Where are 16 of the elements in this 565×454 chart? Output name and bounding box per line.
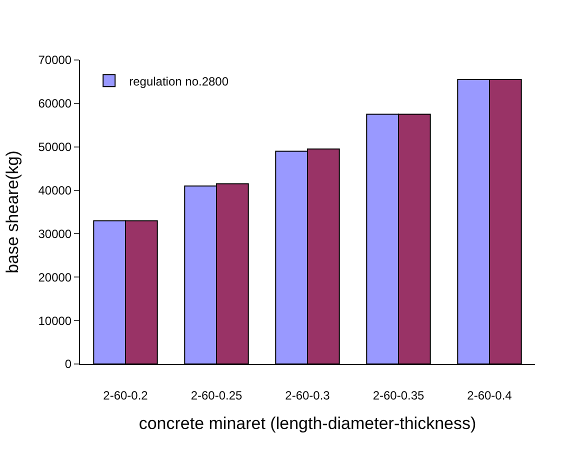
y-tick-label: 10000 — [38, 314, 72, 328]
x-axis-title: concrete minaret (length-diameter-thickness) — [138, 414, 476, 433]
y-tick-label: 60000 — [38, 96, 72, 111]
y-tick-label: 40000 — [38, 183, 72, 198]
y-tick-label: 30000 — [38, 226, 72, 241]
y-tick-label: 50000 — [38, 140, 72, 154]
y-tick-label: 20000 — [38, 270, 72, 284]
y-axis-title: base sheare(kg) — [2, 150, 22, 274]
x-tick-label: 2-60-0.3 — [285, 388, 330, 402]
x-tick-label: 2-60-0.2 — [103, 388, 148, 402]
legend-label: regulation no.2800 — [129, 74, 229, 88]
x-tick-label: 2-60-0.35 — [372, 388, 425, 402]
x-tick-label: 2-60-0.4 — [467, 388, 512, 402]
y-tick-label: 70000 — [38, 53, 72, 68]
y-tick-label: 0 — [64, 357, 72, 372]
x-tick-label: 2-60-0.25 — [190, 388, 243, 402]
